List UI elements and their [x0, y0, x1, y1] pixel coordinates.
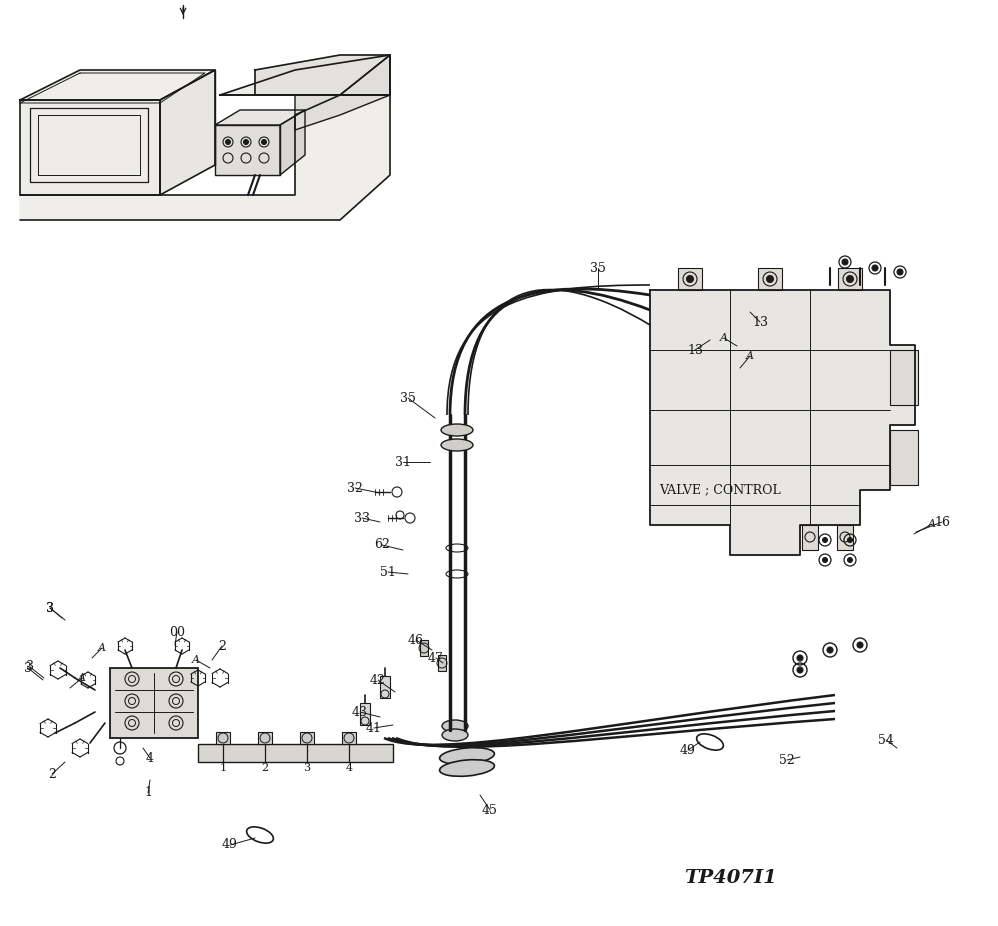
Text: 32: 32: [347, 482, 363, 494]
Text: 52: 52: [779, 754, 794, 767]
Text: 42: 42: [370, 673, 386, 686]
Text: A: A: [720, 333, 728, 343]
Text: 16: 16: [934, 516, 950, 529]
Bar: [420, 640, 428, 656]
Ellipse shape: [439, 747, 494, 764]
Text: 62: 62: [374, 539, 390, 552]
Polygon shape: [20, 100, 160, 195]
Ellipse shape: [441, 439, 473, 451]
Circle shape: [842, 259, 848, 265]
Text: 49: 49: [680, 744, 696, 757]
Circle shape: [847, 537, 852, 543]
Text: 33: 33: [354, 511, 370, 524]
Text: 3: 3: [303, 763, 310, 773]
Circle shape: [687, 276, 694, 282]
Text: A: A: [192, 655, 200, 665]
Circle shape: [822, 557, 827, 562]
Bar: [890, 350, 918, 405]
Text: 2: 2: [218, 640, 226, 653]
Polygon shape: [220, 55, 390, 95]
Polygon shape: [650, 290, 915, 555]
Bar: [342, 732, 356, 744]
Text: 4: 4: [345, 763, 352, 773]
Circle shape: [226, 140, 231, 144]
Bar: [837, 525, 853, 550]
Ellipse shape: [442, 720, 468, 732]
Circle shape: [244, 140, 249, 144]
Ellipse shape: [441, 424, 473, 436]
Bar: [758, 268, 782, 290]
Text: 4: 4: [146, 752, 154, 765]
Bar: [802, 525, 818, 550]
Text: A: A: [928, 519, 936, 529]
Text: 13: 13: [687, 344, 703, 357]
Ellipse shape: [439, 759, 494, 776]
Text: 3: 3: [46, 602, 54, 615]
Text: TP407I1: TP407I1: [684, 869, 776, 887]
Bar: [198, 744, 393, 762]
Text: 3: 3: [46, 602, 54, 615]
Text: 3: 3: [24, 661, 32, 674]
Circle shape: [797, 655, 803, 661]
Ellipse shape: [442, 729, 468, 741]
Text: 35: 35: [400, 392, 416, 405]
Circle shape: [847, 557, 852, 562]
Text: 35: 35: [590, 261, 606, 274]
Bar: [300, 732, 314, 744]
Bar: [258, 732, 272, 744]
Circle shape: [827, 647, 833, 653]
Text: 41: 41: [366, 721, 382, 734]
Polygon shape: [220, 55, 390, 95]
Bar: [678, 268, 702, 290]
Text: 51: 51: [380, 566, 396, 579]
Polygon shape: [255, 55, 390, 95]
Text: 43: 43: [352, 706, 368, 719]
Bar: [838, 268, 862, 290]
Bar: [360, 703, 370, 725]
Bar: [890, 430, 918, 485]
Polygon shape: [20, 70, 215, 100]
Text: 45: 45: [482, 804, 498, 817]
Circle shape: [261, 140, 266, 144]
Text: 49: 49: [223, 839, 238, 852]
Polygon shape: [215, 110, 305, 125]
Polygon shape: [215, 125, 280, 175]
Text: 1: 1: [144, 786, 152, 799]
Text: 2: 2: [48, 768, 56, 781]
Bar: [438, 655, 446, 671]
Polygon shape: [295, 55, 390, 130]
Text: 2: 2: [261, 763, 268, 773]
Polygon shape: [280, 110, 305, 175]
Polygon shape: [160, 70, 215, 195]
Text: 54: 54: [878, 733, 894, 746]
Circle shape: [857, 642, 863, 648]
Circle shape: [797, 667, 803, 673]
Text: A: A: [98, 643, 106, 653]
Circle shape: [766, 276, 773, 282]
Circle shape: [897, 269, 903, 275]
Text: 47: 47: [428, 652, 444, 665]
Text: 46: 46: [408, 633, 424, 646]
Bar: [110, 668, 198, 738]
Text: VALVE ; CONTROL: VALVE ; CONTROL: [659, 483, 780, 496]
Text: A: A: [746, 351, 754, 361]
Text: 13: 13: [752, 316, 768, 329]
Text: 00: 00: [169, 625, 185, 639]
Circle shape: [872, 265, 878, 271]
Text: 3: 3: [26, 660, 34, 673]
Text: A: A: [78, 673, 86, 683]
Circle shape: [846, 276, 853, 282]
Text: 31: 31: [395, 456, 411, 469]
Bar: [380, 676, 390, 698]
Circle shape: [822, 537, 827, 543]
Bar: [216, 732, 230, 744]
Polygon shape: [20, 95, 390, 220]
Text: 1: 1: [220, 763, 227, 773]
